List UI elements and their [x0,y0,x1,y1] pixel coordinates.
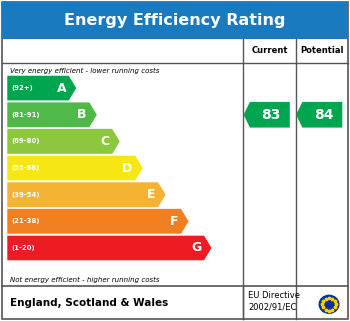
Text: Current: Current [252,46,288,55]
Text: 83: 83 [261,108,281,122]
Text: Not energy efficient - higher running costs: Not energy efficient - higher running co… [10,277,160,283]
Polygon shape [7,75,77,101]
Text: Energy Efficiency Rating: Energy Efficiency Rating [64,13,286,28]
Text: Very energy efficient - lower running costs: Very energy efficient - lower running co… [10,67,160,74]
Polygon shape [244,102,290,127]
Text: (55-68): (55-68) [11,165,40,171]
Text: C: C [100,135,110,148]
Text: (1-20): (1-20) [11,245,35,251]
Text: B: B [77,108,87,121]
Text: (81-91): (81-91) [11,112,40,118]
Polygon shape [7,155,143,181]
Text: EU Directive
2002/91/EC: EU Directive 2002/91/EC [248,291,301,311]
Polygon shape [7,129,120,154]
Polygon shape [7,102,97,127]
Text: (92+): (92+) [11,85,33,91]
Polygon shape [7,209,189,234]
Text: Potential: Potential [301,46,344,55]
Text: (69-80): (69-80) [11,138,40,144]
Text: F: F [170,215,178,228]
Polygon shape [296,102,342,127]
Text: A: A [56,82,66,95]
Polygon shape [7,182,166,207]
Text: (21-38): (21-38) [11,218,40,224]
Text: (39-54): (39-54) [11,192,40,198]
Text: D: D [122,161,133,175]
Polygon shape [7,235,212,261]
Text: E: E [147,188,155,201]
Text: 84: 84 [314,108,333,122]
Text: England, Scotland & Wales: England, Scotland & Wales [10,298,169,308]
Bar [2,2,348,39]
Text: G: G [191,241,201,255]
Circle shape [319,295,339,313]
